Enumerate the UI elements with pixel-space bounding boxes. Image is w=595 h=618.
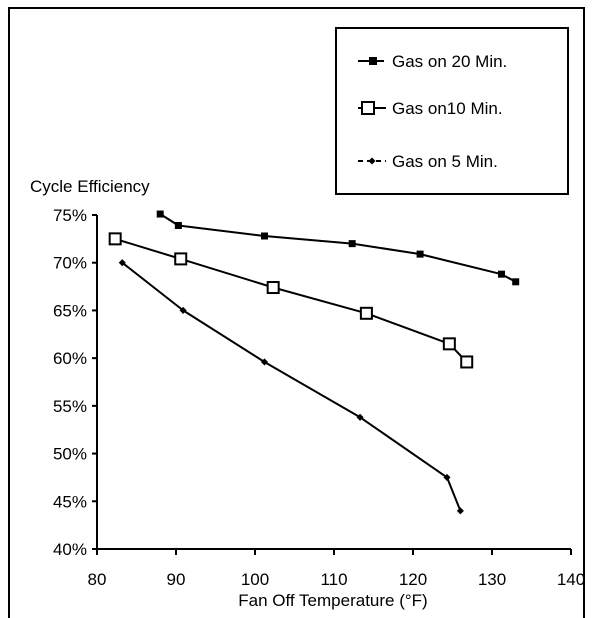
x-tick-label: 90 xyxy=(167,570,186,589)
data-point xyxy=(460,355,474,369)
y-ticks: 40% 45% 50% 55% 60% 65% 70% 75% xyxy=(53,206,97,559)
legend-label-gas-10: Gas on10 Min. xyxy=(392,99,503,118)
x-tick-label: 140 xyxy=(557,570,585,589)
data-point xyxy=(456,507,464,515)
legend-label-gas-5: Gas on 5 Min. xyxy=(392,152,498,171)
x-axis-title: Fan Off Temperature (°F) xyxy=(238,591,427,610)
data-point xyxy=(512,278,520,286)
legend-label-gas-20: Gas on 20 Min. xyxy=(392,52,507,71)
legend-marker-gas-20 xyxy=(369,57,377,65)
y-tick-label: 70% xyxy=(53,254,87,273)
y-tick-label: 55% xyxy=(53,397,87,416)
data-point xyxy=(156,210,164,218)
legend: Gas on 20 Min. Gas on10 Min. Gas on 5 Mi… xyxy=(358,52,507,171)
series-layer xyxy=(108,210,520,515)
data-point xyxy=(359,306,373,320)
data-point xyxy=(348,240,356,248)
data-point xyxy=(108,232,122,246)
y-tick-label: 45% xyxy=(53,492,87,511)
series-line xyxy=(121,261,462,512)
legend-marker-gas-5 xyxy=(368,157,376,165)
data-point xyxy=(179,306,187,314)
x-tick-label: 110 xyxy=(320,570,347,589)
x-tick-label: 120 xyxy=(399,570,427,589)
y-tick-label: 60% xyxy=(53,349,87,368)
legend-item-gas-20: Gas on 20 Min. xyxy=(358,52,507,71)
series-line xyxy=(114,237,468,363)
y-tick-label: 65% xyxy=(53,301,87,320)
data-point xyxy=(442,337,456,351)
data-point xyxy=(174,252,188,266)
data-point xyxy=(260,358,269,366)
chart-frame xyxy=(8,7,585,618)
x-tick-label: 80 xyxy=(88,570,107,589)
y-tick-label: 75% xyxy=(53,206,87,225)
y-tick-label: 50% xyxy=(53,445,87,464)
data-point xyxy=(356,413,364,421)
data-point xyxy=(260,232,268,240)
data-point xyxy=(497,270,505,278)
series-line xyxy=(159,213,517,283)
data-point xyxy=(416,250,424,258)
y-axis-title: Cycle Efficiency xyxy=(30,177,150,196)
data-point xyxy=(443,473,451,481)
legend-item-gas-10: Gas on10 Min. xyxy=(358,99,503,118)
x-tick-label: 100 xyxy=(241,570,269,589)
legend-item-gas-5: Gas on 5 Min. xyxy=(358,152,498,171)
x-tick-label: 130 xyxy=(478,570,506,589)
x-ticks: 80 90 100 110 120 130 140 xyxy=(88,549,585,589)
series-3 xyxy=(118,259,464,515)
series-2 xyxy=(108,232,474,369)
legend-marker-gas-10 xyxy=(361,101,375,115)
data-point xyxy=(174,221,182,229)
data-point xyxy=(118,259,126,267)
series-1 xyxy=(156,210,520,286)
y-tick-label: 40% xyxy=(53,540,87,559)
data-point xyxy=(266,281,280,295)
